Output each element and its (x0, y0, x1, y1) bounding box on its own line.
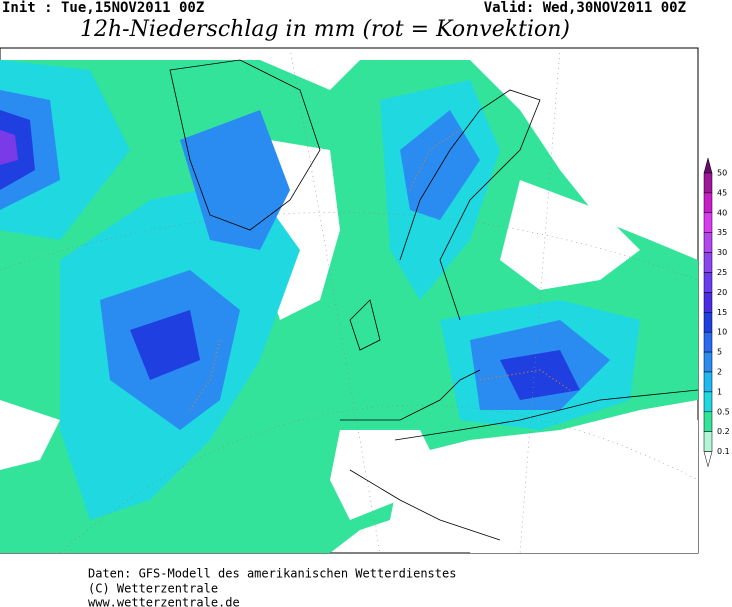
colorbar-label: 35 (717, 228, 727, 237)
colorbar-label: 0.5 (717, 407, 730, 416)
colorbar-segment (703, 292, 713, 313)
colorbar-segment (703, 252, 713, 273)
colorbar-label: 30 (717, 248, 727, 257)
map (0, 47, 699, 554)
colorbar-segment (703, 431, 713, 452)
colorbar-label: 15 (717, 308, 727, 317)
colorbar-segment (703, 371, 713, 393)
colorbar-segment (703, 411, 713, 432)
colorbar-cap (703, 157, 713, 174)
colorbar-label: 20 (717, 288, 727, 297)
footer-line: Daten: GFS-Modell des amerikanischen Wet… (88, 567, 456, 581)
colorbar-segment (703, 192, 713, 214)
colorbar-label: 45 (717, 188, 727, 197)
colorbar-label: 0.1 (717, 447, 730, 456)
colorbar-segment (703, 331, 713, 353)
colorbar-segment (703, 232, 713, 253)
colorbar-label: 40 (717, 208, 727, 217)
colorbar-cap (703, 451, 713, 468)
colorbar-label: 5 (717, 348, 722, 357)
footer-line: (C) Wetterzentrale (88, 582, 218, 596)
colorbar-label: 25 (717, 268, 727, 277)
colorbar: 50 45 40 35 30 25 20 15 10 5 2 1 0.5 0.2 0.1 (703, 157, 730, 468)
colorbar-segment (703, 391, 713, 413)
colorbar-segment (703, 172, 713, 194)
init-time: Init : Tue,15NOV2011 00Z (2, 0, 204, 16)
map-title: 12h-Niederschlag in mm (rot = Konvektion… (80, 17, 570, 42)
colorbar-segment (703, 272, 713, 293)
colorbar-label: 0.2 (717, 427, 730, 436)
colorbar-label: 1 (717, 387, 722, 396)
colorbar-label: 10 (717, 328, 727, 337)
valid-time: Valid: Wed,30NOV2011 00Z (484, 0, 686, 16)
footer-line: www.wetterzentrale.de (88, 596, 240, 607)
colorbar-segment (703, 351, 713, 373)
colorbar-label: 50 (717, 169, 727, 178)
colorbar-segment (703, 312, 713, 333)
colorbar-segment (703, 212, 713, 233)
colorbar-label: 2 (717, 368, 722, 377)
